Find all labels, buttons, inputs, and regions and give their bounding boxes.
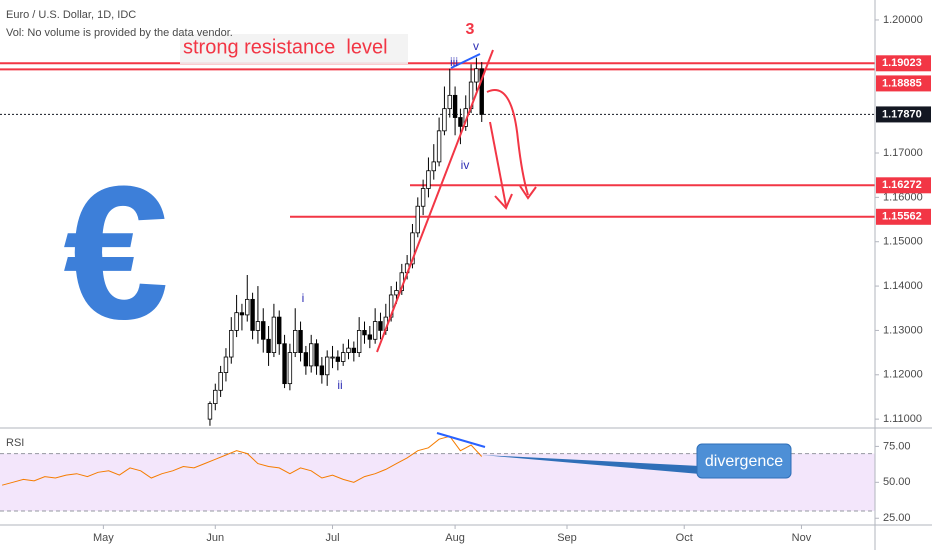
- candle-body: [223, 356, 229, 373]
- price-tag: [876, 106, 931, 123]
- candle-body: [277, 316, 282, 345]
- candle-body: [218, 372, 223, 391]
- x-tick-label: Jun: [206, 532, 224, 544]
- candle-body: [271, 316, 277, 354]
- candle-body: [351, 347, 357, 354]
- candle-body: [372, 321, 378, 340]
- y-tick-label: 1.14000: [883, 280, 923, 292]
- candle-body: [239, 312, 245, 316]
- candle-body: [335, 356, 341, 362]
- candle-body: [426, 170, 431, 189]
- candle-body: [266, 338, 271, 354]
- candle-body: [367, 334, 373, 340]
- price-tag: [876, 55, 931, 72]
- candle-body: [229, 330, 234, 358]
- x-tick-label: Oct: [676, 532, 693, 544]
- arrow-head: [494, 193, 513, 210]
- candle-body: [436, 130, 442, 163]
- price-tag-label: 1.15562: [882, 211, 922, 223]
- annotation-box: [180, 34, 408, 64]
- candle-body: [340, 352, 346, 362]
- candle-body: [458, 117, 463, 127]
- candle-body: [250, 298, 255, 331]
- rsi-line: [1, 435, 483, 486]
- candle-body: [303, 352, 309, 367]
- candle-body: [293, 330, 298, 354]
- callout-text: divergence: [705, 453, 783, 470]
- y-tick-label: 1.16000: [883, 191, 923, 203]
- candle-body: [410, 232, 415, 265]
- callout-pointer: [482, 455, 700, 474]
- x-tick-label: Nov: [792, 532, 812, 544]
- candle-body: [474, 68, 479, 83]
- straight-arrow: [489, 121, 507, 207]
- y-tick-label: 1.15000: [883, 236, 923, 248]
- price-tag: [876, 75, 931, 92]
- wave-label: v: [473, 39, 479, 53]
- y-tick-label: 1.12000: [883, 369, 923, 381]
- candle-body: [442, 108, 447, 132]
- candle-body: [415, 205, 420, 234]
- price-tag-label: 1.18885: [882, 77, 922, 89]
- y-tick-label: 1.17000: [883, 147, 923, 159]
- candle-body: [298, 330, 303, 354]
- candle-body: [261, 321, 266, 340]
- price-tag: [876, 208, 931, 225]
- curved-arrow: [486, 89, 529, 196]
- x-tick-label: Aug: [445, 532, 465, 544]
- price-tag-label: 1.16272: [882, 179, 922, 191]
- rsi-divergence-line: [436, 432, 486, 448]
- candle-body: [431, 161, 436, 172]
- trend-line: [376, 49, 494, 353]
- arrow-head: [519, 185, 537, 200]
- candle-body: [287, 352, 293, 385]
- candle-body: [346, 347, 351, 354]
- wave-label: iv: [461, 158, 470, 172]
- x-tick-label: May: [93, 532, 114, 544]
- wave-label: ii: [337, 378, 342, 392]
- wave-label: iii: [450, 55, 458, 69]
- candle-body: [479, 68, 484, 115]
- candle-body: [234, 312, 239, 331]
- price-tag-label: 1.17870: [882, 108, 922, 120]
- x-tick-label: Jul: [325, 532, 339, 544]
- candle-body: [309, 343, 314, 367]
- wave-label: 3: [466, 21, 475, 38]
- candle-body: [330, 356, 335, 359]
- y-tick-label: 1.20000: [883, 14, 923, 26]
- candle-body: [394, 290, 399, 296]
- candle-body: [245, 298, 250, 316]
- candle-body: [362, 330, 367, 336]
- rsi-tick-label: 50.00: [883, 476, 911, 488]
- candle-body: [356, 330, 362, 354]
- candle-body: [282, 343, 287, 385]
- candle-body: [213, 389, 218, 405]
- chart-title: Euro / U.S. Dollar, 1D, IDC: [6, 9, 136, 21]
- wave-label: i: [302, 291, 305, 305]
- y-tick-label: 1.11000: [883, 413, 922, 425]
- candle-body: [452, 94, 458, 118]
- callout-box: [696, 443, 792, 479]
- candle-body: [314, 343, 319, 367]
- candle-body: [319, 365, 325, 376]
- price-tag-label: 1.19023: [882, 57, 922, 69]
- candle-body: [420, 188, 426, 207]
- candle-body: [378, 321, 383, 331]
- candle-body: [255, 321, 261, 331]
- x-tick-label: Sep: [557, 532, 577, 544]
- price-tag: [876, 177, 931, 194]
- rsi-tick-label: 75.00: [883, 440, 911, 452]
- y-tick-label: 1.13000: [883, 324, 923, 336]
- rsi-tick-label: 25.00: [883, 512, 911, 524]
- candle-body: [447, 94, 452, 110]
- rsi-title: RSI: [6, 437, 24, 449]
- candle-body: [324, 356, 330, 376]
- chart-subtitle: Vol: No volume is provided by the data v…: [6, 27, 233, 39]
- wave-line: [450, 53, 481, 69]
- candle-body: [207, 403, 213, 420]
- annotation-text: strong resistance level: [183, 36, 388, 58]
- euro-sign: €: [63, 147, 169, 359]
